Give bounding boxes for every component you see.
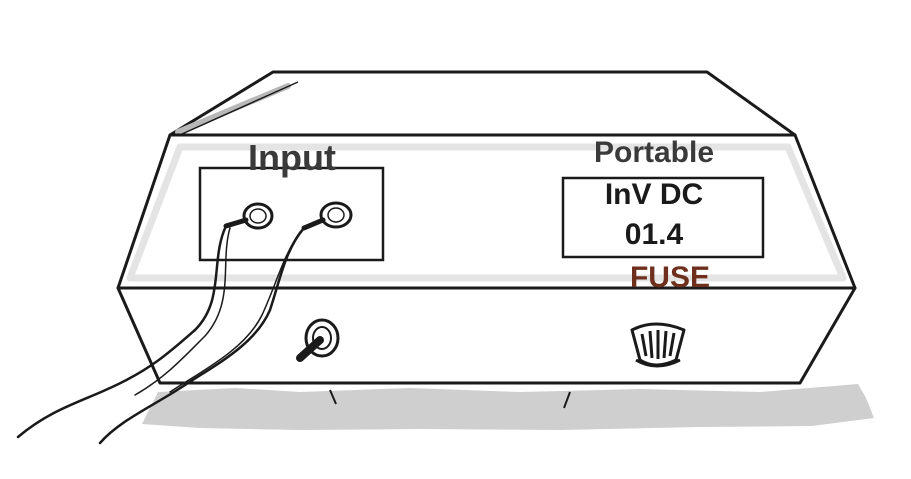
- panel-inner-bevel: [126, 143, 847, 282]
- right-jack-core: [327, 207, 345, 223]
- cable-right-twin: [169, 231, 301, 393]
- fuse-ridge-4: [662, 330, 668, 359]
- display-title: Portable: [594, 136, 714, 169]
- fuse-label: FUSE: [630, 261, 710, 294]
- toggle-switch-icon[interactable]: [296, 318, 340, 362]
- display-line-2: 01.4: [625, 218, 684, 251]
- lid-highlight: [175, 83, 291, 135]
- ground-shadow: [142, 384, 874, 430]
- switch-inner: [312, 326, 332, 350]
- fuse-ridge-2: [648, 330, 654, 359]
- right-plug-stem: [301, 217, 326, 231]
- lid-highlight-edge: [181, 81, 299, 135]
- display-line-1: InV DC: [605, 178, 703, 211]
- base-shadow-tick-right: [563, 391, 571, 409]
- left-jack-core: [249, 208, 267, 224]
- base-shadow-tick-left: [329, 389, 337, 405]
- fuse-ridge-1: [640, 333, 648, 357]
- left-plug-stem: [223, 217, 249, 229]
- left-jack[interactable]: [242, 202, 274, 230]
- device-base: [116, 286, 857, 385]
- right-jack[interactable]: [319, 201, 353, 229]
- cable-right: [98, 226, 306, 445]
- fuse-base: [635, 358, 681, 368]
- display-screen: [561, 176, 765, 259]
- fuse-ridge-5: [668, 332, 676, 357]
- input-label: Input: [248, 137, 336, 178]
- cable-left-twin: [134, 227, 231, 396]
- device-top-lid: [168, 70, 797, 137]
- banana-plug-icon[interactable]: [223, 201, 353, 231]
- fuse-holder-icon[interactable]: [630, 322, 686, 368]
- switch-lever[interactable]: [296, 336, 324, 362]
- cable-left: [16, 224, 228, 439]
